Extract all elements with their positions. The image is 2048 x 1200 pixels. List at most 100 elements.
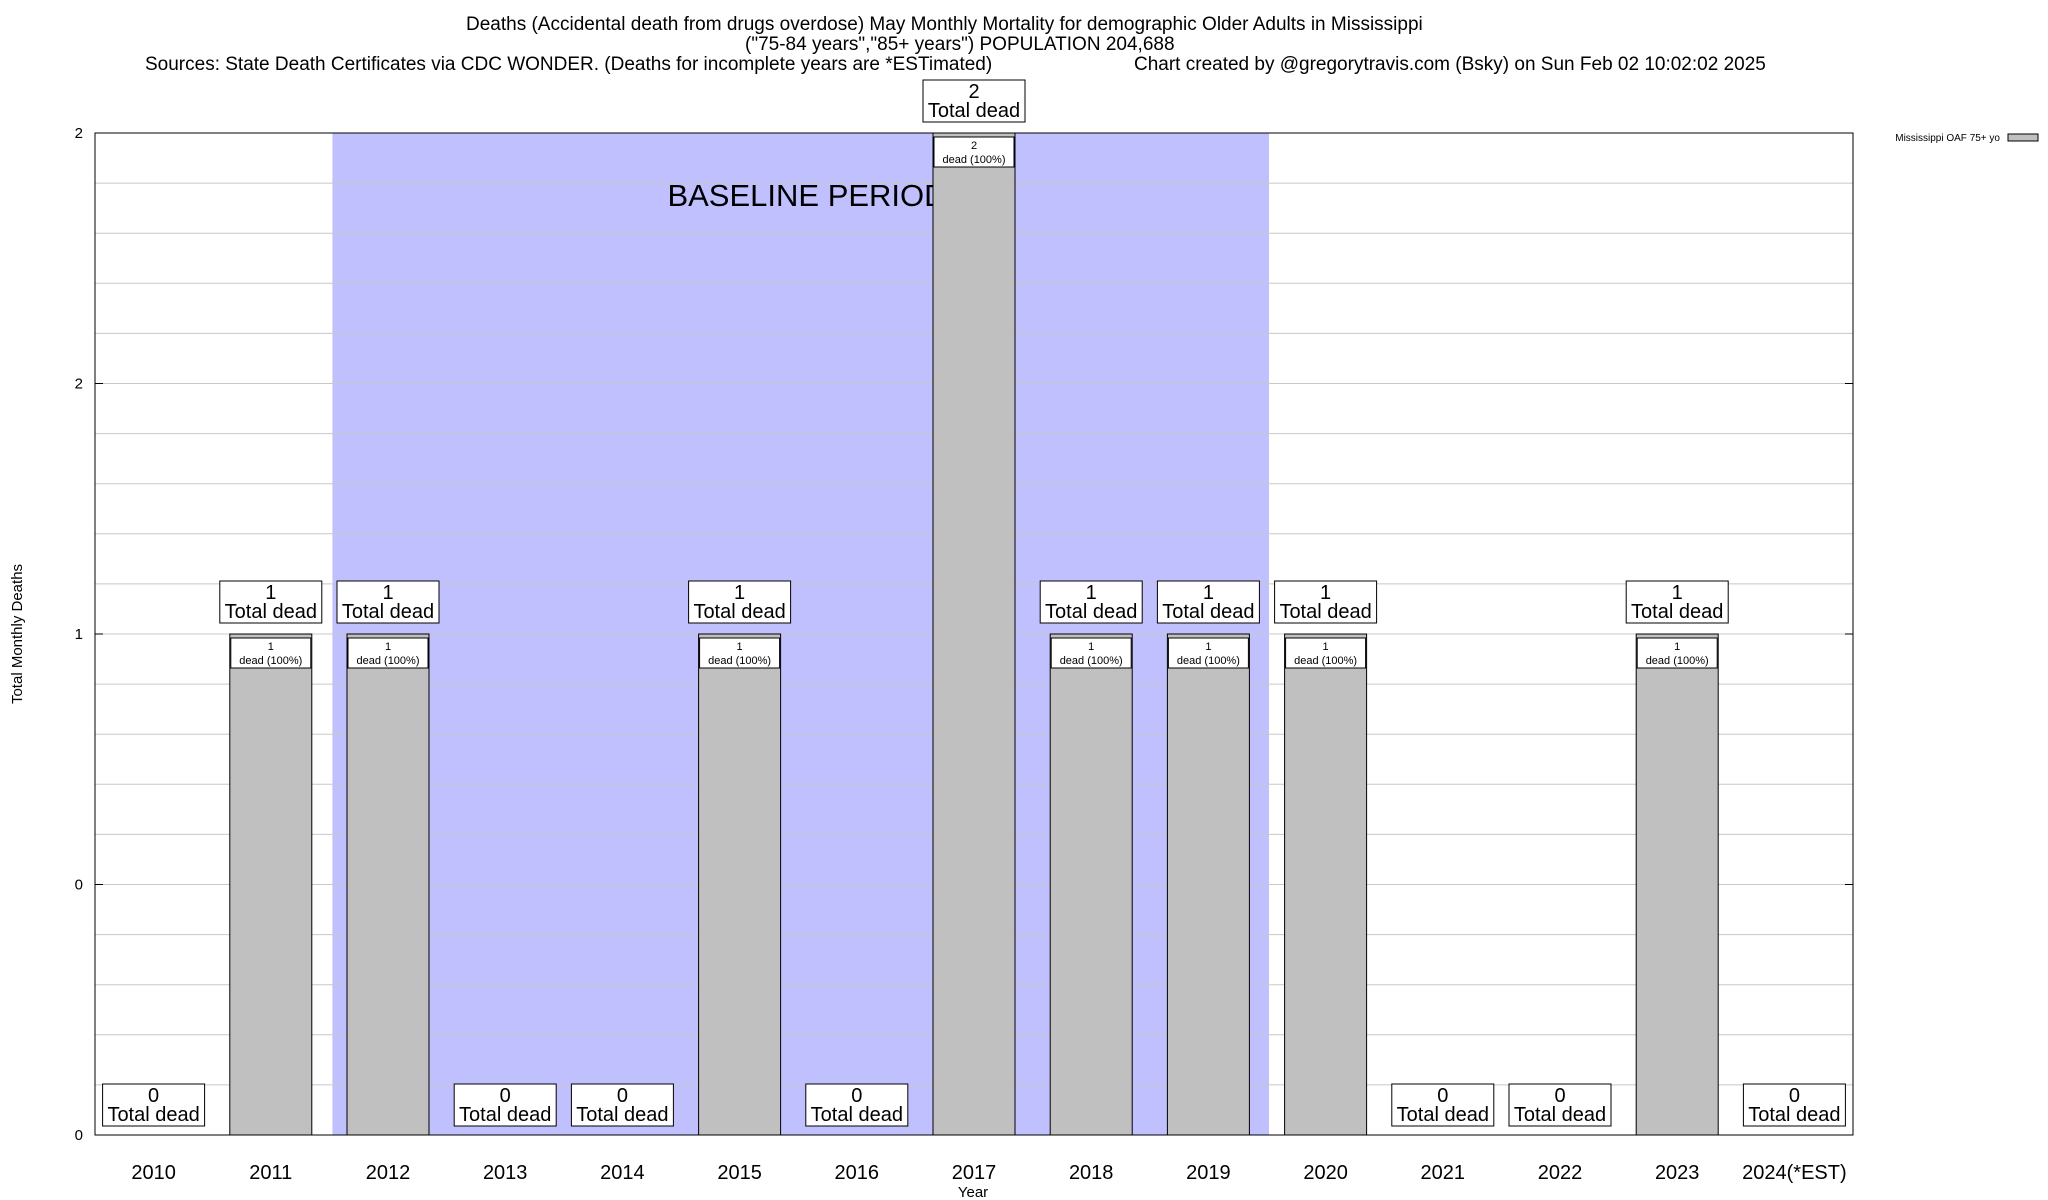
total-label-box — [570, 1083, 674, 1127]
bar-percent-label: dead (100%) — [239, 655, 302, 667]
total-label-box — [219, 580, 323, 624]
bar-value-box — [1167, 637, 1249, 669]
total-text-label: Total dead — [1397, 1104, 1489, 1126]
y-axis-title: Total Monthly Deaths — [9, 564, 26, 704]
total-label-box — [1391, 1083, 1495, 1127]
bar-value-label: 1 — [268, 641, 274, 653]
total-value-label: 2 — [968, 81, 979, 103]
total-label-box — [805, 1083, 909, 1127]
total-text-label: Total dead — [342, 601, 434, 623]
bar — [698, 633, 782, 1136]
total-value-label: 1 — [265, 582, 276, 604]
total-label-box — [453, 1083, 557, 1127]
x-tick-label: 2016 — [835, 1162, 880, 1184]
bar — [1049, 633, 1133, 1136]
total-label-box — [1274, 580, 1378, 624]
y-tick-label: 2 — [75, 125, 83, 142]
total-label-box — [1508, 1083, 1612, 1127]
total-value-label: 0 — [500, 1085, 511, 1107]
total-label-box — [336, 580, 440, 624]
bar — [1284, 633, 1368, 1136]
x-tick-label: 2015 — [717, 1162, 762, 1184]
total-text-label: Total dead — [811, 1104, 903, 1126]
total-label-box — [1156, 580, 1260, 624]
bar-value-box — [1636, 637, 1718, 669]
x-tick-label: 2011 — [249, 1162, 292, 1184]
y-tick-label: 0 — [75, 877, 83, 894]
bar-percent-label: dead (100%) — [1060, 655, 1123, 667]
bar-value-box — [347, 637, 429, 669]
chart-title-line-2: ("75-84 years","85+ years") POPULATION 2… — [745, 34, 1175, 55]
legend-swatch — [2007, 133, 2039, 142]
total-text-label: Total dead — [225, 601, 317, 623]
y-tick-label: 0 — [75, 1127, 83, 1144]
x-tick-label: 2012 — [366, 1162, 411, 1184]
total-text-label: Total dead — [1279, 601, 1371, 623]
total-value-label: 1 — [1672, 582, 1683, 604]
y-tick-label: 1 — [75, 626, 83, 643]
x-tick-label: 2013 — [483, 1162, 528, 1184]
bar-value-label: 1 — [1323, 641, 1329, 653]
total-value-label: 0 — [617, 1085, 628, 1107]
y-tick-label: 2 — [75, 376, 83, 393]
x-tick-label: 2017 — [952, 1162, 997, 1184]
x-tick-label: 2024(*EST) — [1742, 1162, 1847, 1184]
total-value-label: 1 — [1203, 582, 1214, 604]
bar-value-label: 1 — [385, 641, 391, 653]
total-label-box — [1625, 580, 1729, 624]
bar-value-label: 2 — [971, 140, 977, 152]
total-text-label: Total dead — [1631, 601, 1723, 623]
x-tick-label: 2021 — [1421, 1162, 1466, 1184]
total-text-label: Total dead — [459, 1104, 551, 1126]
total-text-label: Total dead — [576, 1104, 668, 1126]
bar-value-label: 1 — [1205, 641, 1211, 653]
total-text-label: Total dead — [1045, 601, 1137, 623]
x-axis-title: Year — [958, 1184, 988, 1200]
total-text-label: Total dead — [693, 601, 785, 623]
bar-value-box — [230, 637, 312, 669]
total-label-box — [688, 580, 792, 624]
bar-percent-label: dead (100%) — [708, 655, 771, 667]
bar — [229, 633, 313, 1136]
total-text-label: Total dead — [1162, 601, 1254, 623]
chart-title-line-1: Deaths (Accidental death from drugs over… — [466, 14, 1423, 35]
x-tick-label: 2014 — [600, 1162, 645, 1184]
x-tick-label: 2022 — [1538, 1162, 1583, 1184]
total-text-label: Total dead — [928, 100, 1020, 122]
bar-value-box — [1050, 637, 1132, 669]
bar — [932, 132, 1016, 1136]
chart-source-line: Sources: State Death Certificates via CD… — [145, 54, 993, 75]
total-text-label: Total dead — [1514, 1104, 1606, 1126]
bar-percent-label: dead (100%) — [357, 655, 420, 667]
total-value-label: 0 — [1789, 1085, 1800, 1107]
bar-value-label: 1 — [737, 641, 743, 653]
bar-value-box — [699, 637, 781, 669]
x-tick-label: 2018 — [1069, 1162, 1114, 1184]
total-value-label: 1 — [1086, 582, 1097, 604]
chart-credit-line: Chart created by @gregorytravis.com (Bsk… — [1134, 54, 1766, 75]
bar — [346, 633, 430, 1136]
total-value-label: 0 — [851, 1085, 862, 1107]
bar — [1166, 633, 1250, 1136]
total-value-label: 0 — [1437, 1085, 1448, 1107]
bar-percent-label: dead (100%) — [943, 154, 1006, 166]
bar-value-label: 1 — [1674, 641, 1680, 653]
bar-percent-label: dead (100%) — [1294, 655, 1357, 667]
total-label-box — [1742, 1083, 1846, 1127]
bar-value-box — [1285, 637, 1367, 669]
bar-value-label: 1 — [1088, 641, 1094, 653]
total-value-label: 0 — [1554, 1085, 1565, 1107]
total-value-label: 1 — [382, 582, 393, 604]
x-tick-label: 2019 — [1186, 1162, 1231, 1184]
x-tick-label: 2010 — [131, 1162, 176, 1184]
total-value-label: 1 — [734, 582, 745, 604]
total-value-label: 0 — [148, 1085, 159, 1107]
total-label-box — [1039, 580, 1143, 624]
total-text-label: Total dead — [107, 1104, 199, 1126]
legend-label: Mississippi OAF 75+ yo — [1895, 133, 2000, 144]
x-tick-label: 2023 — [1655, 1162, 1700, 1184]
bar — [1635, 633, 1719, 1136]
bar-percent-label: dead (100%) — [1646, 655, 1709, 667]
total-label-box — [102, 1083, 206, 1127]
